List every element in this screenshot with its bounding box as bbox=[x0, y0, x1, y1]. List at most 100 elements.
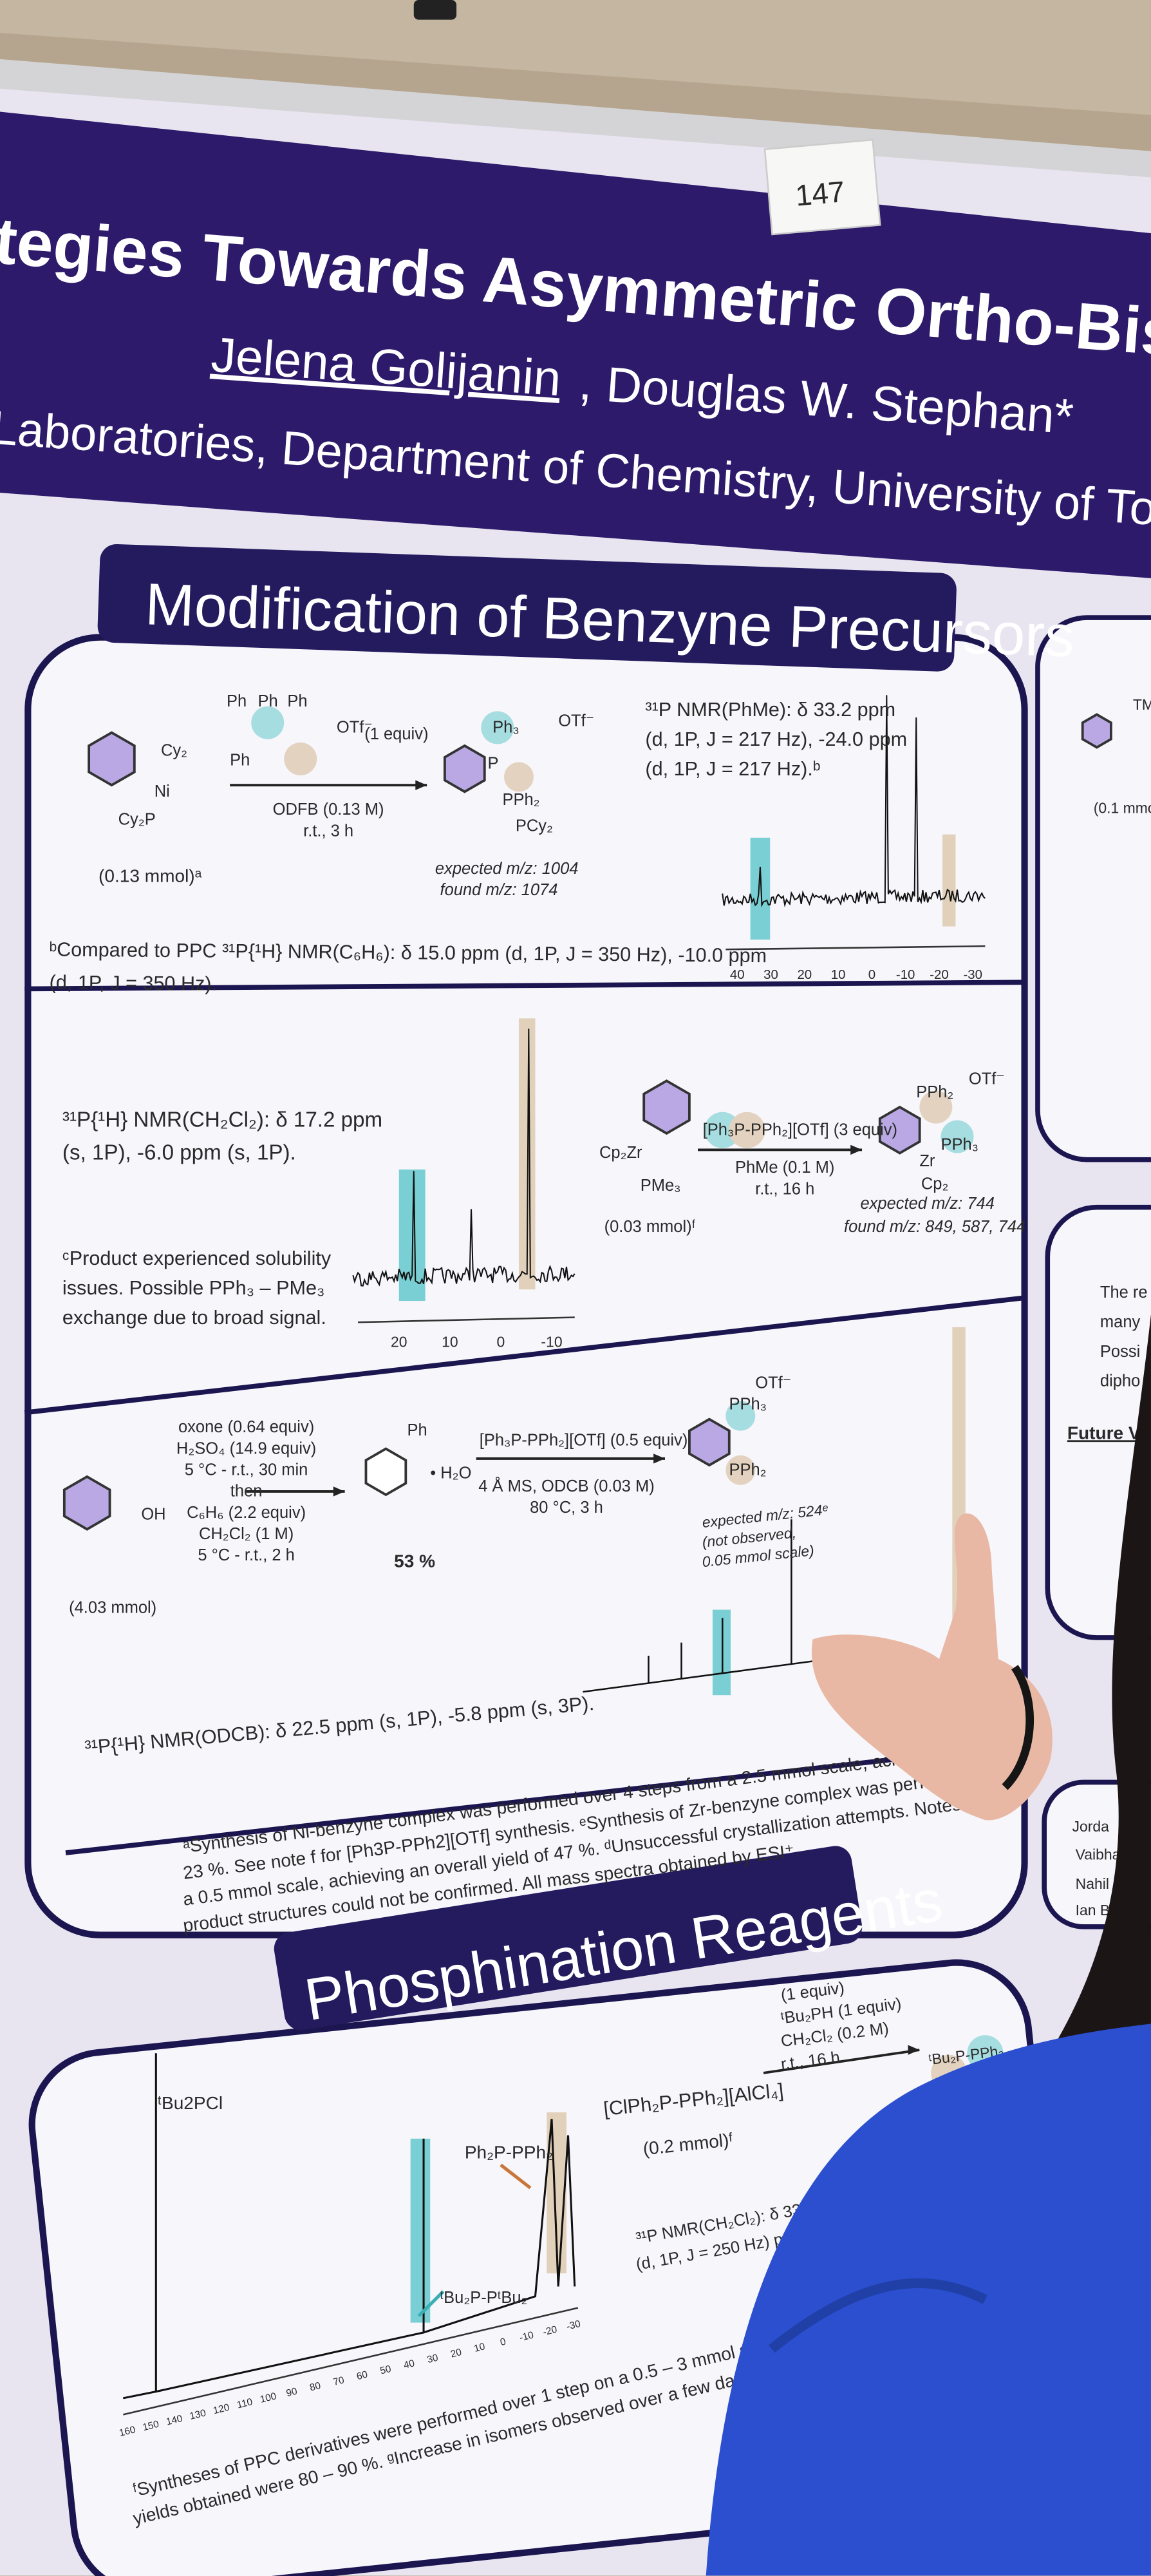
axis-label: 120 bbox=[212, 2402, 230, 2417]
side-panel bbox=[1035, 615, 1151, 1162]
structure-label: PPh₃ bbox=[940, 1135, 978, 1153]
structure-label: Ph bbox=[230, 752, 250, 770]
axis-label: 60 bbox=[355, 2369, 369, 2383]
nmr-data: (d, 1P, J = 217 Hz), -24.0 ppm bbox=[645, 728, 907, 750]
axis-label: 130 bbox=[189, 2407, 207, 2422]
benzene-ring bbox=[88, 731, 136, 787]
header-band bbox=[0, 111, 1151, 578]
structure-label: PCy₂ bbox=[516, 817, 553, 835]
footnote: exchange due to broad signal. bbox=[62, 1307, 326, 1329]
structure-label: PPh₃ bbox=[729, 1395, 767, 1413]
reagent: [Ph₃P-PPh₂][OTf] (3 equiv) bbox=[703, 1121, 897, 1139]
spectrum-trace bbox=[352, 1028, 576, 1287]
condition: oxone (0.64 equiv) bbox=[178, 1418, 314, 1436]
side-text: Possi bbox=[1100, 1343, 1140, 1361]
benzene-ring bbox=[364, 1447, 407, 1497]
decorations bbox=[62, 695, 1112, 2416]
divider bbox=[65, 1741, 1027, 1855]
benzene-ring bbox=[878, 1105, 921, 1155]
yield: 53 % bbox=[394, 1551, 435, 1571]
reagent: [Ph₃P-PPh₂][OTf] (0.5 equiv) bbox=[480, 1432, 688, 1450]
nmr-data: (s, 1P), -6.0 ppm (s, 1P). bbox=[62, 1141, 296, 1165]
spectrum-trace bbox=[583, 1519, 854, 1693]
axis-label: 0 bbox=[499, 2336, 507, 2349]
side-text: many bbox=[1100, 1313, 1141, 1331]
structure-label: Zr bbox=[919, 1152, 935, 1170]
highlight bbox=[251, 706, 285, 739]
axis-label: 90 bbox=[285, 2386, 299, 2400]
axis-label: 0 bbox=[868, 968, 875, 982]
peak-highlight bbox=[942, 834, 956, 927]
pointer bbox=[417, 2290, 445, 2318]
axis-label: 40 bbox=[730, 968, 745, 982]
side-text: TM bbox=[1133, 696, 1151, 713]
condition: C₆H₆ (2.2 equiv) bbox=[187, 1504, 306, 1522]
pointer bbox=[500, 2163, 532, 2190]
poster-number: 147 bbox=[794, 175, 846, 212]
side-text: dipho bbox=[1100, 1372, 1140, 1390]
highlight bbox=[729, 1112, 765, 1148]
benzene-ring bbox=[642, 1079, 691, 1135]
axis-label: -10 bbox=[896, 968, 915, 982]
spectrum-axis bbox=[725, 945, 986, 951]
footnote: (d, 1P, J = 350 Hz). bbox=[49, 971, 217, 994]
arrow-head bbox=[333, 1486, 345, 1497]
highlight bbox=[919, 1090, 953, 1124]
section-pill bbox=[97, 544, 957, 672]
number-tag bbox=[763, 138, 881, 236]
structure-label: OTf⁻ bbox=[755, 1374, 791, 1392]
spectrum-trace bbox=[722, 695, 986, 907]
mass-spec: found m/z: 1074 bbox=[440, 881, 558, 899]
amount: (0.03 mmol)ᶠ bbox=[604, 1218, 696, 1236]
side-text: The re bbox=[1100, 1283, 1148, 1302]
mass-spec: found m/z: 849, 587, 744 bbox=[844, 1218, 1025, 1236]
highlight bbox=[940, 1120, 974, 1153]
benzene-ring bbox=[1081, 713, 1112, 749]
axis-label: 80 bbox=[308, 2380, 322, 2394]
axis-label: 140 bbox=[165, 2413, 183, 2428]
spectrum-trace bbox=[122, 2053, 576, 2400]
axis-label: 50 bbox=[379, 2363, 393, 2377]
peak-label: ᵗBu₂P-PᵗBu₂ bbox=[440, 2289, 528, 2307]
amount: (4.03 mmol) bbox=[69, 1599, 156, 1617]
structure-label: OTf⁻ bbox=[969, 1070, 1005, 1088]
condition: 5 °C - r.t., 30 min bbox=[185, 1461, 308, 1479]
arrow-head bbox=[415, 780, 427, 790]
arrow-head bbox=[908, 2045, 920, 2055]
axis-label: 20 bbox=[797, 968, 812, 982]
structure-label: PPh₂ bbox=[916, 1083, 953, 1101]
reaction-arrow bbox=[763, 2049, 920, 2074]
condition: PhMe (0.1 M) bbox=[735, 1159, 834, 1177]
structure-label: Ph bbox=[257, 692, 277, 710]
structure-label: PPh₂ bbox=[729, 1461, 766, 1479]
benzene-ring bbox=[688, 1417, 731, 1467]
axis-label: -20 bbox=[930, 968, 948, 982]
highlight bbox=[284, 742, 317, 775]
side-text: Jorda bbox=[1072, 1818, 1110, 1835]
mass-spec: expected m/z: 1004 bbox=[435, 860, 579, 878]
benzene-ring bbox=[62, 1475, 111, 1531]
nmr-data: ³¹P NMR(PhMe): δ 33.2 ppm bbox=[645, 699, 895, 721]
condition: 4 Å MS, ODCB (0.03 M) bbox=[478, 1476, 654, 1495]
structure-label: P bbox=[488, 755, 499, 773]
structure-label: PMe₃ bbox=[641, 1177, 681, 1195]
pill bbox=[274, 1846, 863, 2031]
condition: 5 °C - r.t., 2 h bbox=[198, 1546, 295, 1564]
hair bbox=[985, 1314, 1151, 2136]
footnote: issues. Possible PPh₃ – PMe₃ bbox=[62, 1277, 325, 1299]
bracelet bbox=[1002, 1665, 1034, 1790]
structure-label: OTf⁻ bbox=[337, 719, 373, 737]
structure-label: Ph bbox=[227, 692, 247, 710]
structure-label: Ph bbox=[407, 1421, 427, 1439]
shirt bbox=[706, 2023, 1151, 2576]
axis-label: 20 bbox=[391, 1333, 407, 1350]
nmr-data: (d, 1P, J = 217 Hz).ᵇ bbox=[645, 758, 820, 780]
hand bbox=[811, 1513, 1053, 1821]
structure-label: Ni bbox=[154, 782, 170, 800]
axis-label: -10 bbox=[518, 2329, 535, 2344]
peak-highlight bbox=[750, 837, 771, 940]
axis-label: 0 bbox=[497, 1333, 505, 1350]
condition: H₂SO₄ (14.9 equiv) bbox=[176, 1439, 316, 1457]
lamp bbox=[413, 0, 457, 20]
